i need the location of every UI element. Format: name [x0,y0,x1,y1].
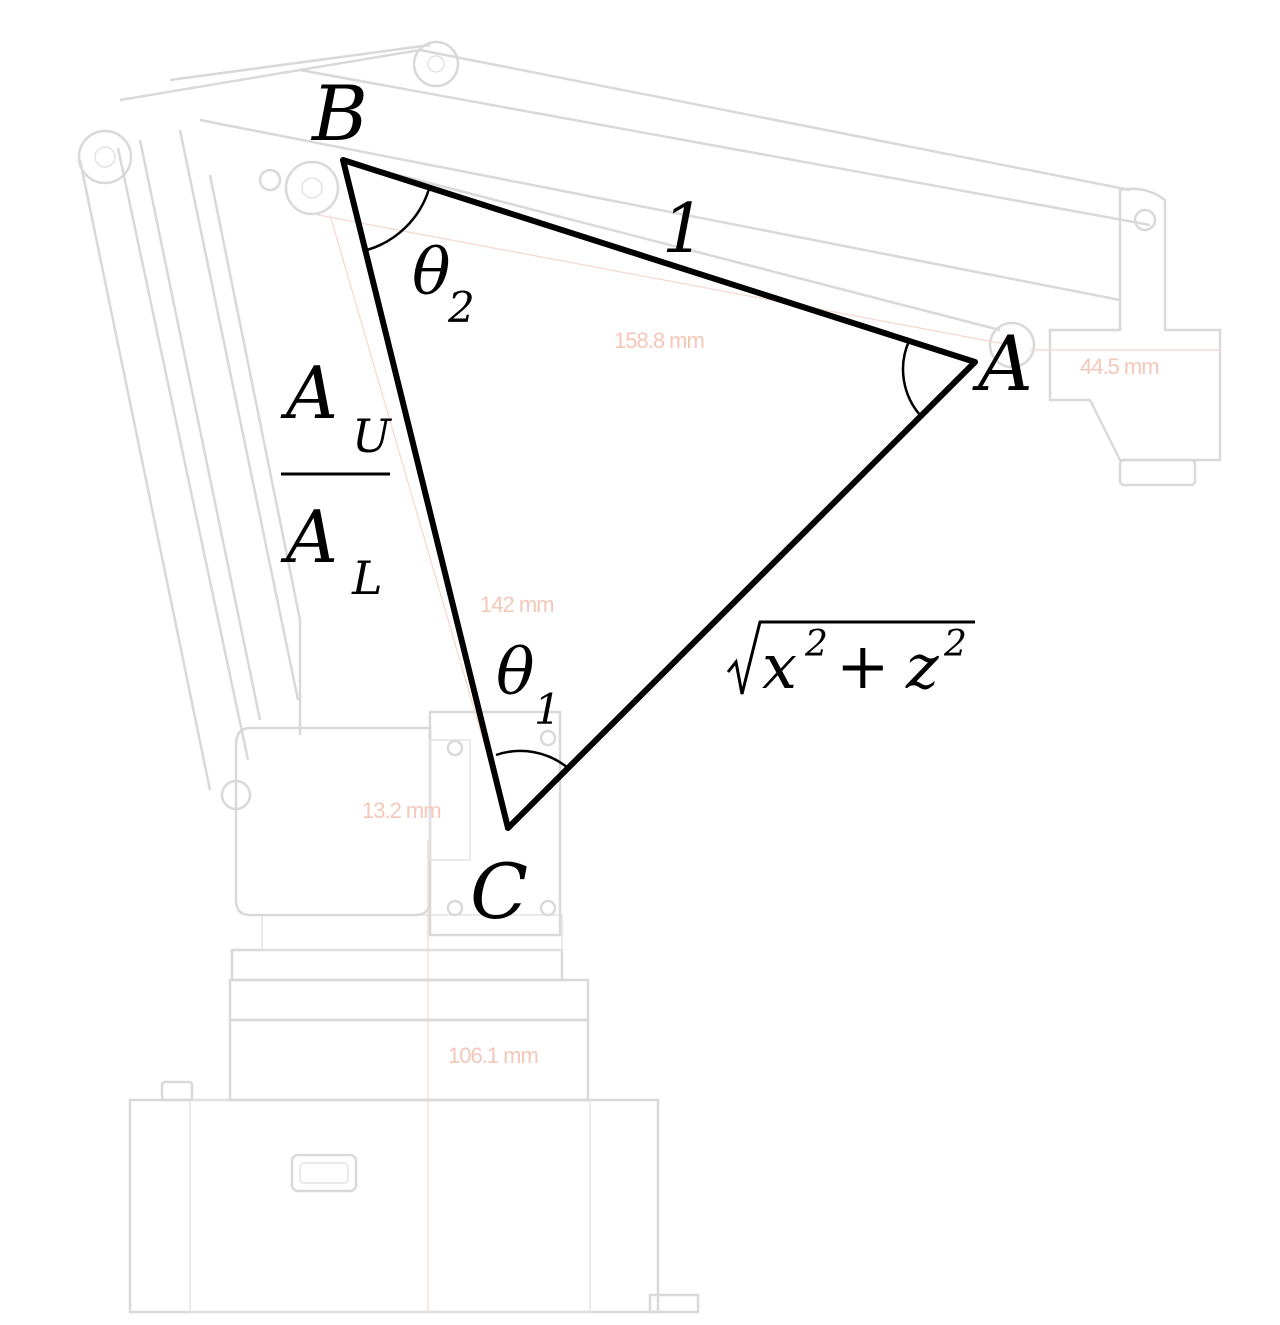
radical-exp-2: 2 [943,624,967,665]
side-ba-label: 1 [662,190,705,269]
fraction-numerator: A [280,351,338,435]
vertex-label-b: B [310,69,368,158]
vertex-label-a: A [972,319,1033,408]
background-robot-arm [77,40,1222,1314]
vertex-label-c: C [470,847,528,936]
radical-x: x [762,630,797,703]
radical-z: z [905,630,939,703]
fraction-denominator-subscript: L [351,551,383,605]
dim-joint-offset: 13.2 mm [362,798,441,823]
triangle-abc [340,157,978,831]
angle-arc-b [366,188,431,252]
radical-plus: + [836,630,890,704]
dim-upper-arm: 158.8 mm [614,328,704,353]
theta2-symbol: θ [412,236,451,310]
radical-sign [726,620,975,695]
theta2-subscript: 2 [447,283,475,332]
theta1-symbol: θ [496,636,535,710]
side-ca-radical: x 2 + z 2 [726,620,975,704]
dim-lower-arm: 142 mm [480,592,553,617]
theta1-subscript: 1 [534,685,561,734]
radical-exp-1: 2 [804,624,828,665]
angle-arc-c [495,749,569,769]
angle-arc-a [901,340,921,416]
dim-base-height: 106.1 mm [448,1043,538,1068]
dim-end-effector: 44.5 mm [1080,354,1159,379]
background-dimension-labels: 158.8 mm 44.5 mm 142 mm 13.2 mm 106.1 mm [362,328,1160,1068]
fraction-denominator: A [280,495,338,579]
side-bc-fraction: A U A L [280,351,393,605]
fraction-numerator-subscript: U [352,409,393,463]
